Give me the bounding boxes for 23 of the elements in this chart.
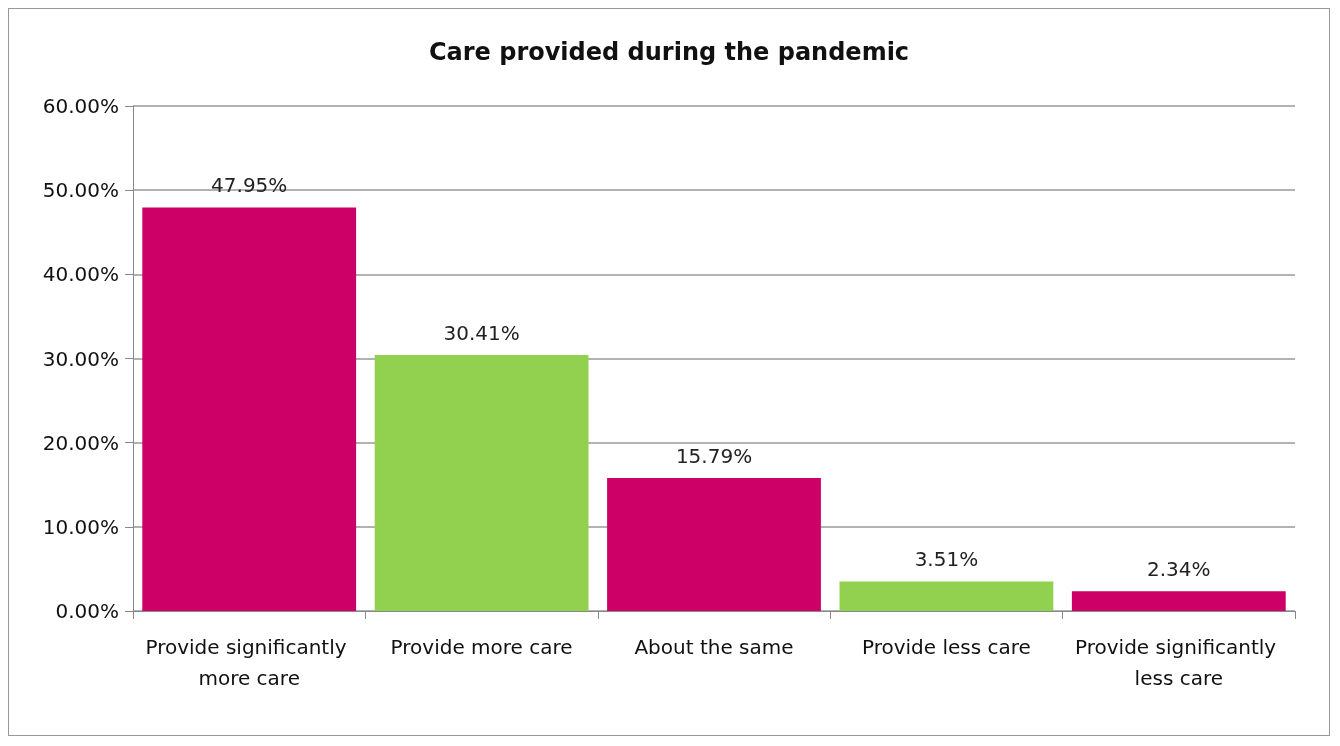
data-label: 47.95% [211,173,288,198]
x-tick-label: Provide significantly less care [1075,634,1283,690]
y-tick-label: 50.00% [42,178,119,203]
x-tick-label: Provide more care [390,634,573,659]
y-tick-label: 60.00% [42,94,119,118]
y-tick-label: 30.00% [42,346,119,371]
bar [142,207,357,611]
data-label: 15.79% [675,444,753,469]
x-tick-label: About the same [634,634,794,659]
y-tick-label: 10.00% [42,514,119,539]
y-tick-label: 40.00% [42,262,119,287]
data-label: 30.41% [443,321,520,346]
bar [607,478,821,611]
x-tick-label: Provide significantly more care [145,634,353,690]
data-label: 2.34% [1147,557,1211,582]
data-label: 3.51% [914,547,979,572]
x-tick-label: Provide less care [861,634,1031,659]
bar [1071,591,1286,611]
bar [374,355,589,611]
y-tick-label: 0.00% [55,599,119,623]
chart-title: Care provided during the pandemic [428,38,910,66]
bar [839,581,1054,611]
y-tick-label: 20.00% [42,430,119,455]
